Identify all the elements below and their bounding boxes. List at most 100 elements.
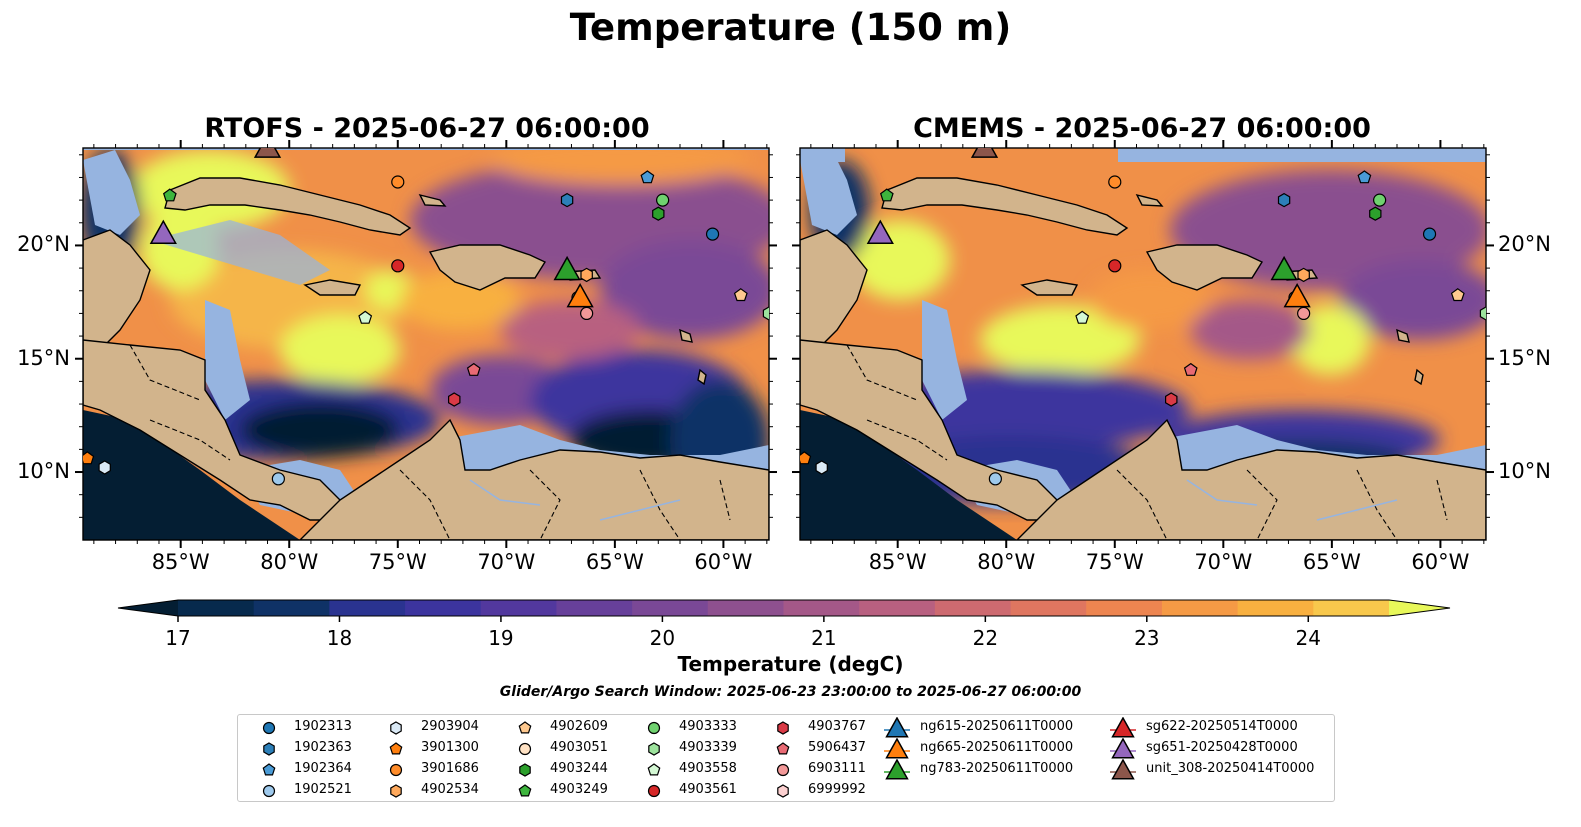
map-frame-rtofs xyxy=(82,147,770,541)
colorbar-bin xyxy=(1086,600,1163,616)
platform-marker-1902363 xyxy=(1277,192,1291,208)
platform-marker-2903904 xyxy=(98,460,111,475)
platform-marker-1902364 xyxy=(640,170,655,184)
legend-label: 3901300 xyxy=(421,740,479,755)
tick-label: 70°W xyxy=(477,550,536,574)
legend-label: 4903558 xyxy=(679,761,737,776)
legend-circle-icon xyxy=(518,742,532,756)
platform-marker-2903904 xyxy=(815,460,828,475)
platform-marker-4903558 xyxy=(358,310,373,324)
legend-circle-icon xyxy=(389,763,403,777)
colorbar-bin xyxy=(707,600,785,616)
platform-marker-3901686 xyxy=(391,175,405,189)
tick-label: 65°W xyxy=(1302,550,1361,574)
platform-markers xyxy=(83,148,1486,486)
legend-label: 1902364 xyxy=(294,761,352,776)
platform-marker-4902609 xyxy=(1450,288,1465,302)
colorbar-tick-label: 20 xyxy=(649,626,676,650)
colorbar-extend-low xyxy=(118,600,178,616)
legend-marker-icon xyxy=(1110,717,1136,738)
legend-pentagon-icon xyxy=(262,763,276,776)
platform-marker-4903561 xyxy=(391,259,405,273)
bahamas-landmass xyxy=(418,193,447,207)
cuba-landmass xyxy=(881,177,1129,236)
legend-label: 1902363 xyxy=(294,740,352,755)
platform-marker-5906437 xyxy=(1183,362,1198,376)
colorbar-tick-label: 24 xyxy=(1295,626,1321,650)
platform-marker-3901300 xyxy=(800,451,812,465)
legend-hexagon-icon xyxy=(519,763,531,777)
colorbar-extend-high xyxy=(1389,600,1450,616)
jamaica-landmass xyxy=(1020,279,1079,296)
legend-label: 1902521 xyxy=(294,782,352,797)
platform-marker-4903561 xyxy=(1108,259,1122,273)
colorbar xyxy=(117,599,1451,622)
legend-marker-icon xyxy=(390,721,402,735)
legend-label: 5906437 xyxy=(808,740,866,755)
platform-marker-4903767 xyxy=(448,392,461,407)
platform-marker-unit_308-20250414T0000 xyxy=(970,148,999,158)
legend-marker-icon xyxy=(390,784,402,798)
legend-circle-icon xyxy=(262,721,276,735)
platform-marker-1902521 xyxy=(988,472,1002,486)
platform-marker-4902534 xyxy=(1297,267,1310,283)
legend-marker-icon xyxy=(262,763,276,776)
tick-label: 80°W xyxy=(260,550,319,574)
legend-label: unit_308-20250414T0000 xyxy=(1146,761,1315,776)
pacific-ocean xyxy=(83,410,300,540)
platform-marker-sg651-20250428T0000 xyxy=(149,219,177,244)
legend: 1902313 1902363 1902364 1902521 2903904 39013… xyxy=(237,714,1335,802)
legend-marker-icon xyxy=(776,763,790,777)
map-panel-cmems xyxy=(800,148,1486,540)
legend-triangle-icon xyxy=(885,759,909,780)
tick-label: 60°W xyxy=(694,550,753,574)
platform-marker-4903767 xyxy=(1164,392,1178,407)
legend-hexagon-icon xyxy=(390,721,402,735)
colorbar-bin xyxy=(859,600,936,616)
platform-marker-4903333 xyxy=(1373,193,1387,207)
legend-marker-icon xyxy=(1110,759,1136,780)
legend-label: 6903111 xyxy=(808,761,866,776)
legend-marker-icon xyxy=(262,784,276,798)
platform-marker-3901686 xyxy=(1108,175,1122,189)
south-america-landmass xyxy=(299,418,769,540)
rivers xyxy=(1186,479,1398,521)
platform-marker-4902609 xyxy=(733,288,748,302)
map-frame-cmems xyxy=(799,147,1487,541)
legend-marker-icon xyxy=(884,759,910,780)
colorbar-bin xyxy=(1313,600,1390,616)
platform-marker-4902534 xyxy=(580,267,593,283)
tick-label: 15°N xyxy=(17,345,70,370)
rivers xyxy=(469,479,681,521)
legend-marker-icon xyxy=(519,763,531,777)
legend-marker-icon xyxy=(647,784,661,798)
legend-triangle-icon xyxy=(885,717,909,738)
legend-marker-icon xyxy=(263,742,275,756)
platform-marker-4903339 xyxy=(762,306,769,321)
legend-label: sg651-20250428T0000 xyxy=(1146,740,1298,755)
platform-marker-6903111 xyxy=(1297,306,1311,321)
colorbar-bin xyxy=(178,600,255,616)
tick-label: 60°W xyxy=(1411,550,1470,574)
legend-marker-icon xyxy=(884,738,910,759)
legend-label: 6999992 xyxy=(808,782,866,797)
platform-marker-4903333 xyxy=(656,193,670,207)
colorbar-bin xyxy=(405,600,482,616)
colorbar-bin xyxy=(253,600,330,616)
tick-label: 20°N xyxy=(17,232,70,257)
legend-marker-icon xyxy=(518,721,532,734)
colorbar-tick-label: 21 xyxy=(811,626,837,650)
platform-marker-unit_308-20250414T0000 xyxy=(253,148,282,158)
map-panel-rtofs xyxy=(83,148,769,540)
colorbar-bin xyxy=(1237,600,1314,616)
legend-hexagon-icon xyxy=(263,742,275,756)
tick-label: 65°W xyxy=(585,550,644,574)
platform-marker-1902521 xyxy=(271,472,285,486)
colorbar-bin xyxy=(1010,600,1087,616)
south-america-landmass xyxy=(1016,418,1486,540)
legend-marker-icon xyxy=(884,717,910,738)
tick-label: 75°W xyxy=(1085,550,1144,574)
platform-marker-1902313 xyxy=(1422,227,1437,241)
colorbar-bin xyxy=(632,600,709,616)
